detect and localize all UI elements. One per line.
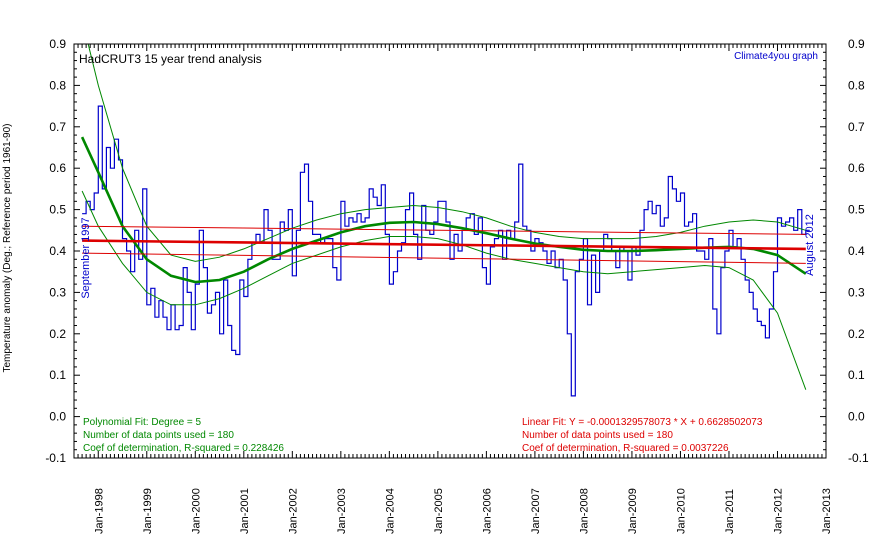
y-tick-label: 0.5 bbox=[49, 203, 66, 217]
y-tick-label: 0.1 bbox=[49, 368, 66, 382]
x-tick-label: Jan-2003 bbox=[336, 488, 348, 534]
start-date-label: September 1997 bbox=[80, 217, 92, 298]
y-tick-label: 0.7 bbox=[49, 120, 66, 134]
y-axis-label: Temperature anomaly (Deg.; Reference per… bbox=[2, 123, 13, 372]
y-tick-label: 0.0 bbox=[49, 410, 66, 424]
poly-upper-line bbox=[87, 44, 806, 262]
linear-stats-equation: Linear Fit: Y = -0.0001329578073 * X + 0… bbox=[522, 417, 763, 428]
y-tick-label: 0.8 bbox=[848, 78, 865, 92]
x-axis: Jan-1998 Jan-1999 Jan-2000 Jan-2001 Jan-2002… bbox=[73, 451, 833, 534]
x-tick-label: Jan-2012 bbox=[772, 488, 784, 534]
x-tick-label: Jan-2010 bbox=[675, 488, 687, 534]
y-tick-label: 0.4 bbox=[848, 244, 865, 258]
poly-fit-line bbox=[80, 136, 807, 284]
linear-stats-rsquared: Coef of determination, R-squared = 0.003… bbox=[522, 443, 729, 454]
y-tick-label: 0.2 bbox=[49, 327, 66, 341]
y-tick-label: 0.7 bbox=[848, 120, 865, 134]
y-tick-label: 0.3 bbox=[49, 285, 66, 299]
y-axis-left: 0.9 0.8 0.7 0.6 0.5 0.4 0.3 0.2 0.1 0.0 -0.1 bbox=[45, 37, 80, 465]
credit-label: Climate4you graph bbox=[734, 51, 818, 62]
y-tick-label: 0.6 bbox=[49, 161, 66, 175]
chart-title: HadCRUT3 15 year trend analysis bbox=[79, 52, 262, 66]
x-tick-label: Jan-1998 bbox=[93, 488, 105, 534]
x-tick-label: Jan-2000 bbox=[190, 488, 202, 534]
plot-frame bbox=[73, 43, 827, 459]
y-tick-label: 0.0 bbox=[848, 410, 865, 424]
x-tick-label: Jan-2006 bbox=[481, 488, 493, 534]
poly-lower-line bbox=[81, 190, 807, 390]
series-layer bbox=[80, 44, 810, 397]
x-tick-label: Jan-2007 bbox=[530, 488, 542, 534]
x-tick-label: Jan-2009 bbox=[627, 488, 639, 534]
y-axis-right: 0.9 0.8 0.7 0.6 0.5 0.4 0.3 0.2 0.1 0.0 -0.1 bbox=[820, 37, 869, 465]
y-tick-label: -0.1 bbox=[848, 451, 869, 465]
linear-lower-line bbox=[82, 252, 806, 264]
linear-upper-line bbox=[82, 225, 806, 235]
x-tick-label: Jan-2002 bbox=[287, 488, 299, 534]
x-tick-label: Jan-1999 bbox=[142, 488, 154, 534]
x-tick-label: Jan-2011 bbox=[724, 489, 736, 534]
y-tick-label: 0.3 bbox=[848, 285, 865, 299]
y-tick-label: 0.6 bbox=[848, 161, 865, 175]
y-tick-label: 0.9 bbox=[49, 37, 66, 51]
x-tick-label: Jan-2005 bbox=[433, 488, 445, 534]
x-tick-label: Jan-2008 bbox=[578, 488, 590, 534]
end-date-label: August 2012 bbox=[804, 214, 816, 276]
y-tick-label: -0.1 bbox=[45, 451, 66, 465]
y-tick-label: 0.2 bbox=[848, 327, 865, 341]
y-tick-label: 0.5 bbox=[848, 203, 865, 217]
y-tick-label: 0.9 bbox=[848, 37, 865, 51]
x-tick-label: Jan-2004 bbox=[384, 488, 396, 534]
y-tick-label: 0.8 bbox=[49, 78, 66, 92]
x-tick-label: Jan-2013 bbox=[821, 488, 833, 534]
poly-stats-rsquared: Coef of determination, R-squared = 0.228… bbox=[83, 443, 284, 454]
linear-fit-line bbox=[82, 239, 806, 251]
x-axis-top bbox=[73, 44, 827, 51]
poly-stats-degree: Polynomial Fit: Degree = 5 bbox=[83, 417, 202, 428]
poly-stats-points: Number of data points used = 180 bbox=[83, 430, 234, 441]
linear-stats-points: Number of data points used = 180 bbox=[522, 430, 673, 441]
monthly-anomaly-line bbox=[82, 105, 810, 397]
y-tick-label: 0.1 bbox=[848, 368, 865, 382]
x-tick-label: Jan-2001 bbox=[239, 488, 251, 534]
y-tick-label: 0.4 bbox=[49, 244, 66, 258]
